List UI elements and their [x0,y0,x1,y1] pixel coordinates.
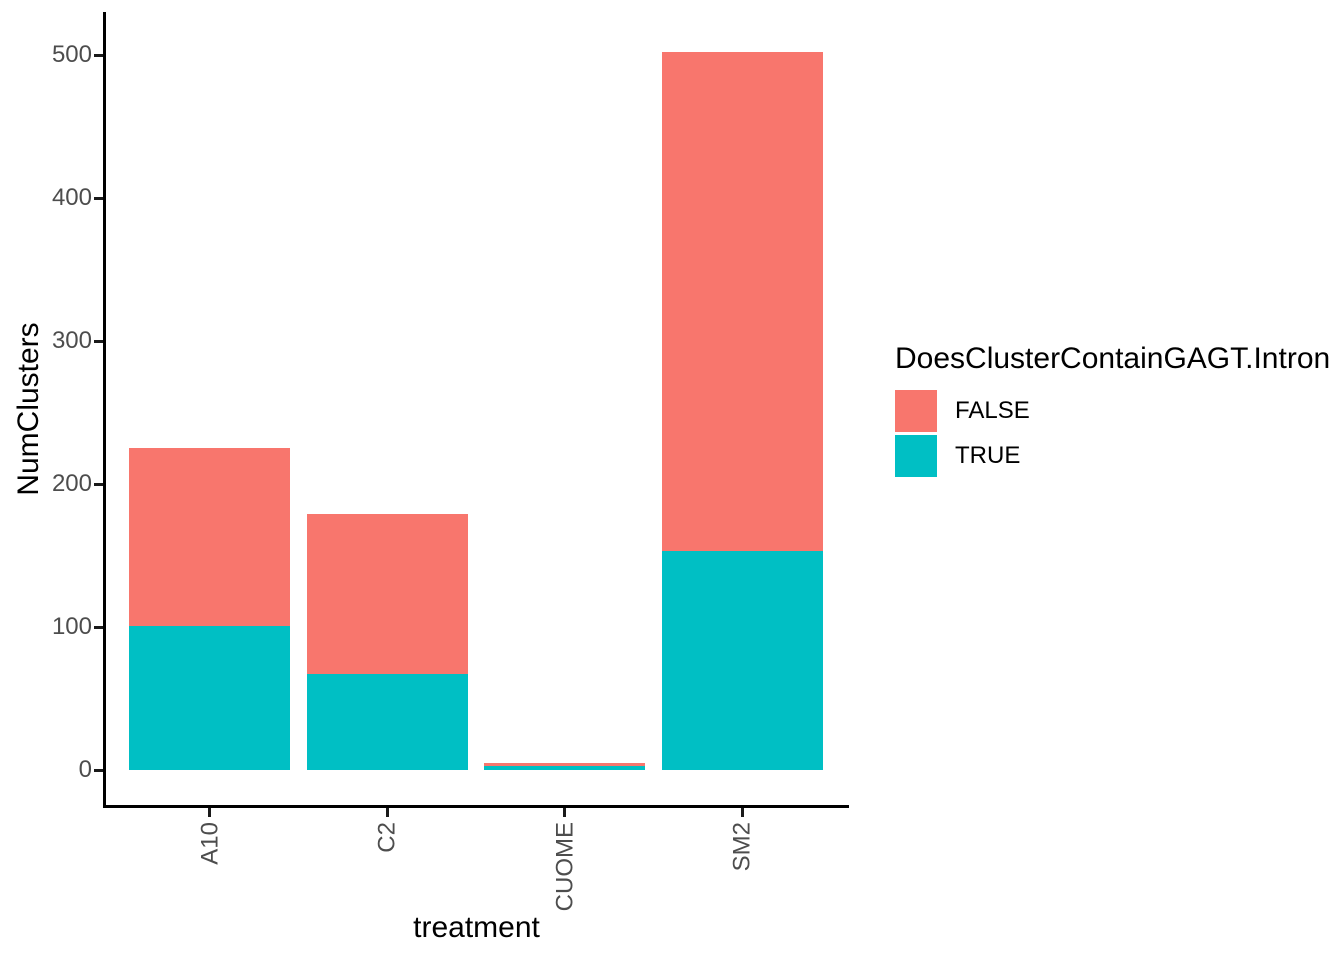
y-tick-label: 400 [51,184,92,211]
legend-item-false: FALSE [895,390,1330,432]
legend-swatch-true [895,435,937,477]
y-tick-label: 500 [51,41,92,68]
bar-segment-a10-false [129,448,290,626]
x-tick-mark [208,808,211,817]
y-tick-mark [94,626,103,629]
y-tick-mark [94,769,103,772]
legend-item-true: TRUE [895,435,1330,477]
x-tick-label: C2 [373,822,401,853]
bar-segment-c2-false [306,514,468,675]
bar-segment-sm2-false [661,52,823,552]
x-tick-label: SM2 [728,822,756,872]
bar-segment-cuome-false [484,762,645,766]
bar-segment-a10-true [129,625,290,770]
y-tick-mark [94,340,103,343]
x-tick-label: CUOME [551,822,578,912]
y-tick-label: 200 [51,470,92,497]
y-axis-line [103,12,106,808]
legend-items: FALSE TRUE [895,390,1330,477]
x-tick-mark [563,808,566,817]
x-tick-label: A10 [196,822,223,865]
x-tick-mark [740,808,744,817]
y-tick-label: 300 [51,327,92,354]
x-axis-title: treatment [413,911,540,944]
legend-title: DoesClusterContainGAGT.Intron [895,342,1331,375]
x-axis-line [103,805,849,808]
y-tick-mark [94,197,103,200]
legend: DoesClusterContainGAGT.Intron FALSE TRUE [895,342,1330,480]
y-tick-label: 100 [51,613,92,640]
y-axis-title: NumClusters [12,322,45,496]
legend-swatch-false [895,390,937,432]
legend-label-false: FALSE [955,397,1030,424]
y-tick-label: 0 [78,756,92,783]
x-tick-mark [385,808,389,817]
bar-segment-c2-true [306,674,468,770]
legend-label-true: TRUE [955,442,1021,469]
bar-segment-sm2-true [661,551,823,770]
y-tick-mark [94,483,103,486]
y-tick-mark [94,54,103,57]
bar-segment-cuome-true [484,765,645,770]
